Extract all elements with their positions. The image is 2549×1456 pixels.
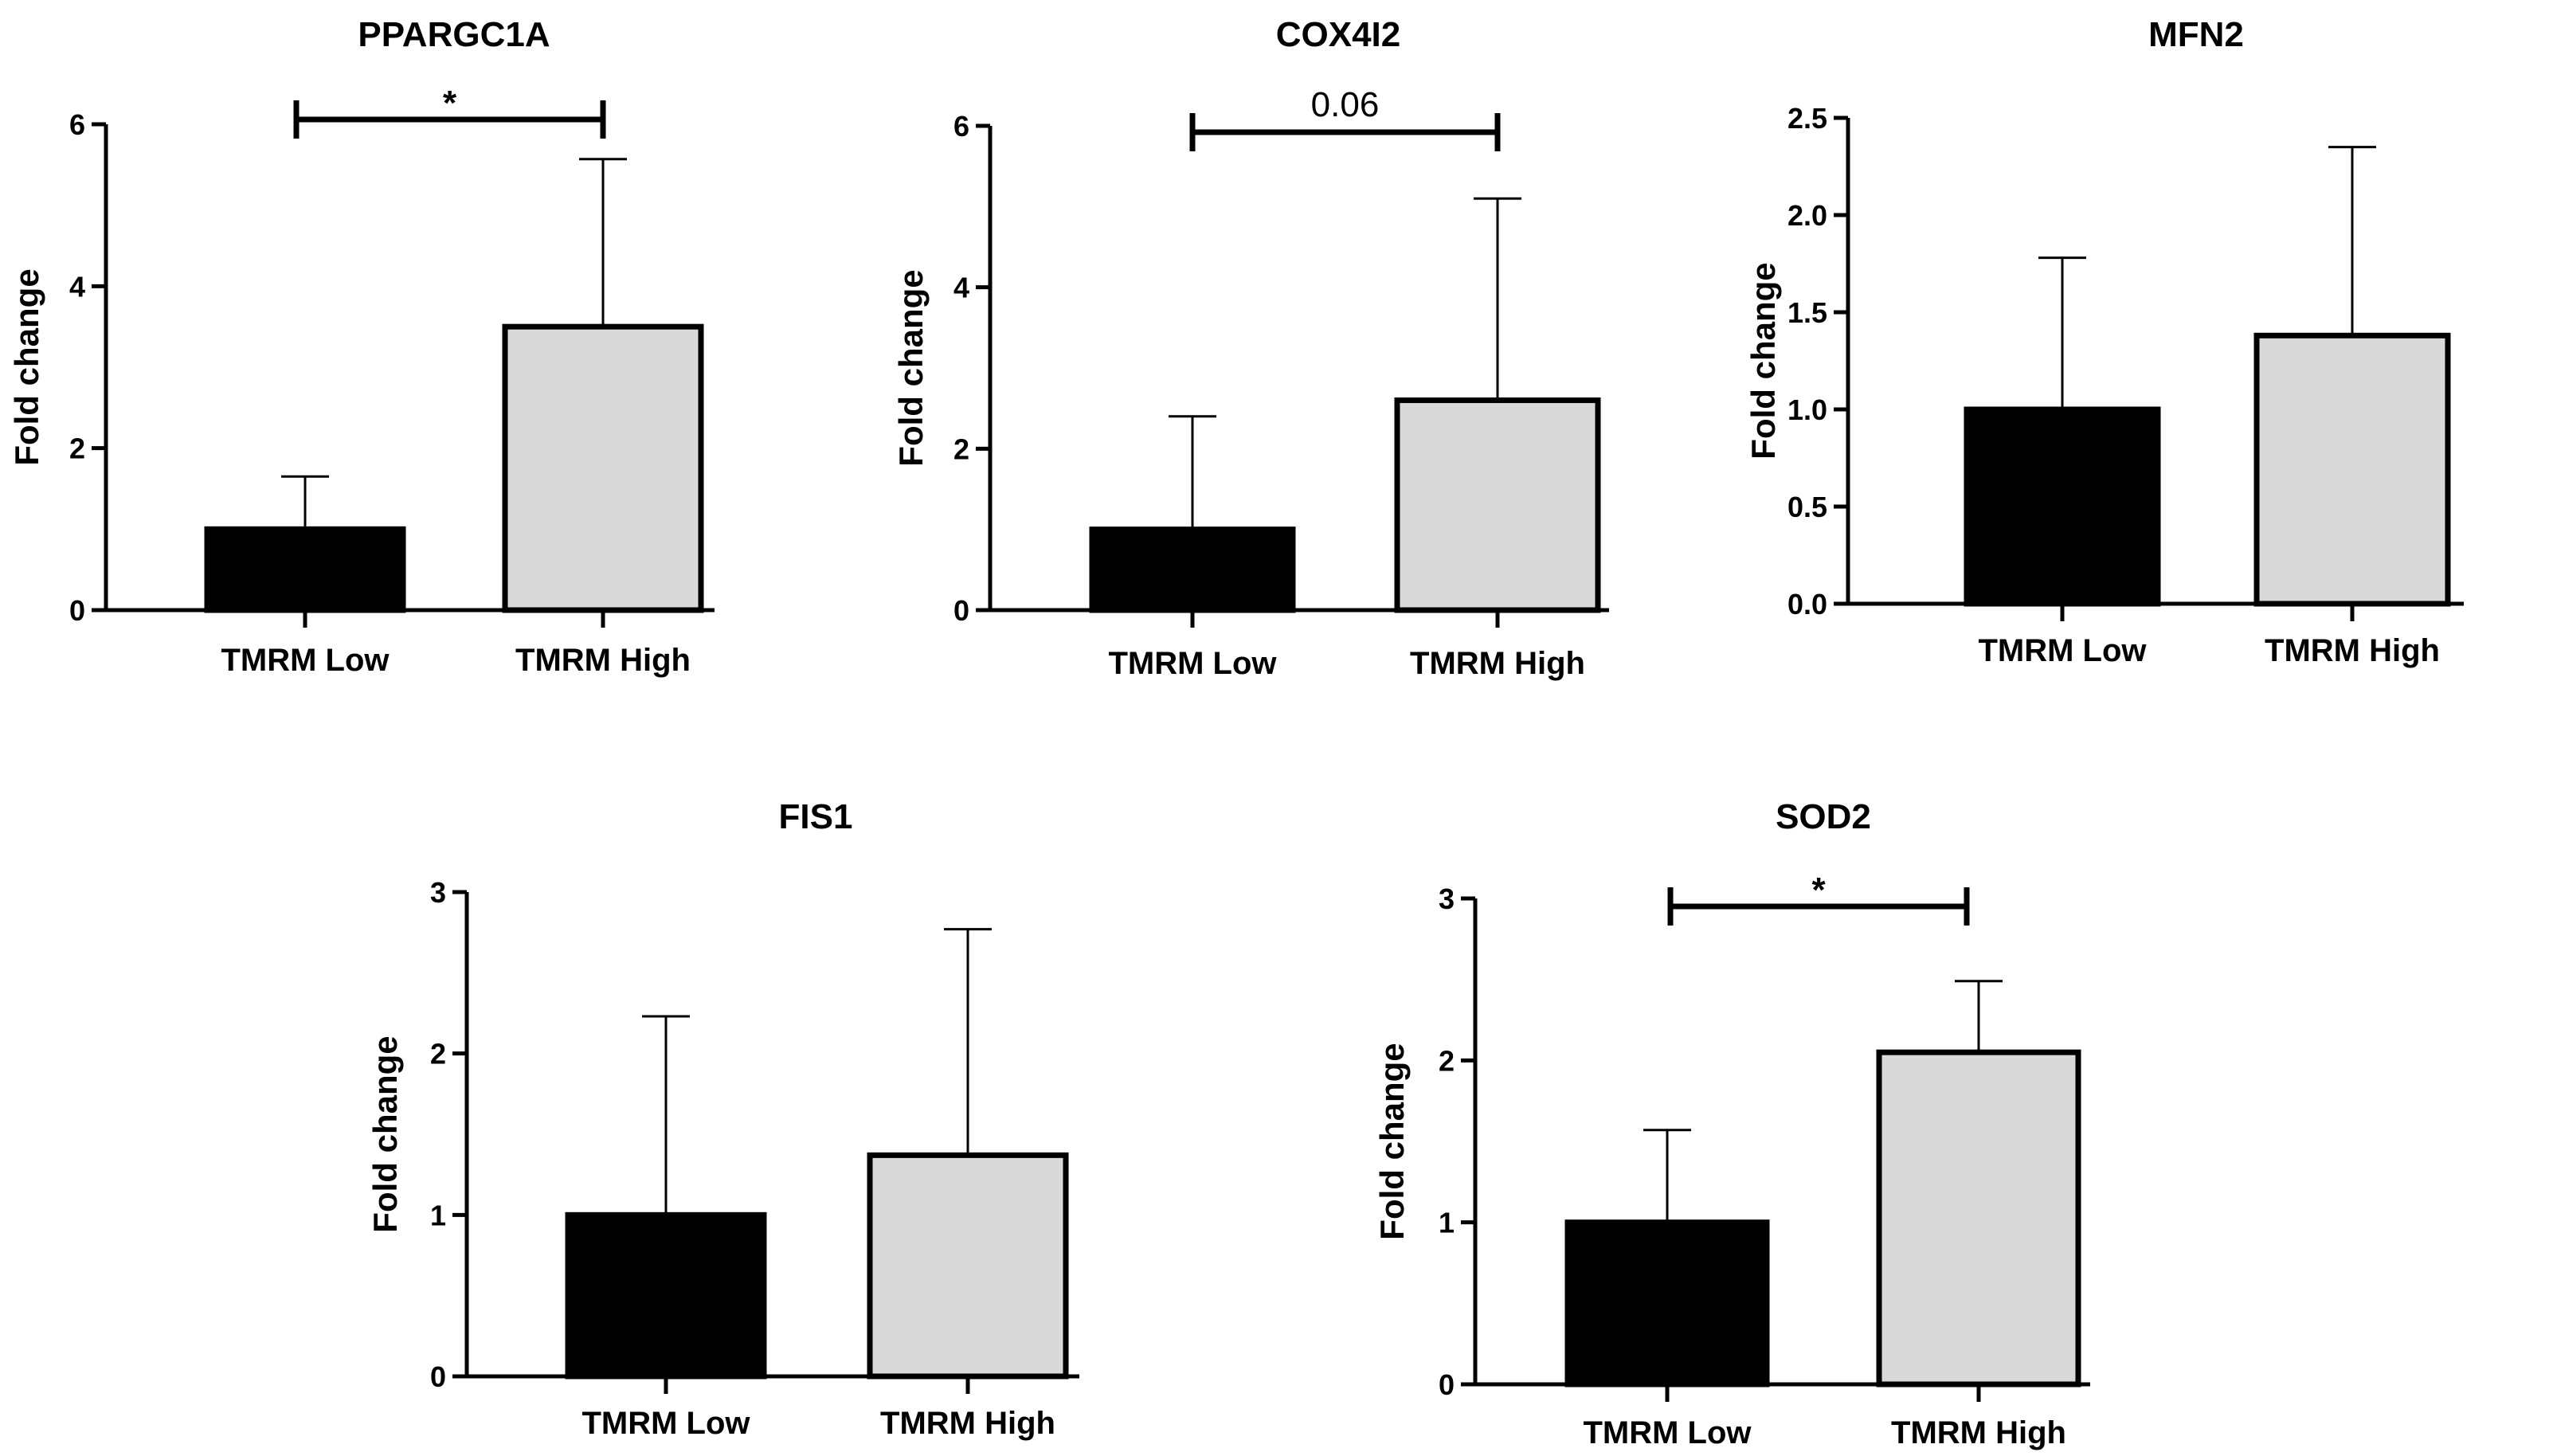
bar-tmrm-high bbox=[1876, 1049, 2081, 1388]
y-tick-label: 2.0 bbox=[1787, 199, 1827, 232]
significance-label: * bbox=[443, 84, 457, 123]
significance-label: * bbox=[1811, 871, 1826, 910]
y-tick-label: 0 bbox=[1439, 1368, 1455, 1401]
bar-tmrm-low bbox=[1564, 1219, 1770, 1388]
y-tick-label: 0 bbox=[953, 594, 969, 627]
x-tick-label: TMRM High bbox=[2265, 633, 2440, 668]
y-tick-label: 2 bbox=[430, 1038, 446, 1070]
y-axis-label: Fold change bbox=[366, 1035, 404, 1232]
y-tick-label: 0.5 bbox=[1787, 491, 1827, 523]
chart-panel-cox4i2: COX4I2 Fold change 0 2 4 6 TMRM Low TMRM High 0.… bbox=[892, 15, 1609, 681]
bar-tmrm-low bbox=[1089, 526, 1296, 613]
bar-tmrm-high bbox=[1394, 397, 1601, 613]
y-tick-label: 2 bbox=[1439, 1044, 1455, 1077]
y-tick-label: 1 bbox=[430, 1199, 446, 1231]
y-tick-label: 1.5 bbox=[1787, 296, 1827, 329]
chart-panel-mfn2: MFN2 Fold change 0.0 0.5 1.0 1.5 2.0 2.5 TMRM Lo… bbox=[1744, 15, 2464, 668]
chart-title: MFN2 bbox=[2148, 15, 2244, 54]
y-tick-label: 6 bbox=[953, 110, 969, 143]
y-tick-label: 4 bbox=[953, 272, 969, 304]
chart-title: COX4I2 bbox=[1276, 15, 1401, 54]
bar-tmrm-low bbox=[565, 1211, 767, 1380]
significance-label: 0.06 bbox=[1311, 85, 1380, 124]
chart-title: FIS1 bbox=[779, 797, 853, 836]
y-tick-label: 3 bbox=[1439, 883, 1455, 915]
bar-tmrm-high bbox=[502, 323, 704, 613]
y-tick-label: 1.0 bbox=[1787, 393, 1827, 426]
bar-tmrm-high bbox=[2253, 332, 2451, 607]
bar-tmrm-high bbox=[867, 1152, 1069, 1380]
x-tick-label: TMRM High bbox=[880, 1406, 1055, 1441]
y-axis-label: Fold change bbox=[8, 268, 45, 465]
y-tick-label: 2 bbox=[69, 432, 85, 465]
chart-panel-ppargc1a: PPARGC1A Fold change 0 2 4 6 TMRM Low TMRM High… bbox=[8, 15, 715, 678]
y-tick-label: 0.0 bbox=[1787, 588, 1827, 620]
x-tick-label: TMRM High bbox=[515, 643, 691, 678]
chart-panel-fis1: FIS1 Fold change 0 1 2 3 TMRM Low TMRM High bbox=[366, 797, 1079, 1441]
y-tick-label: 0 bbox=[69, 594, 85, 627]
chart-title: PPARGC1A bbox=[358, 15, 550, 54]
y-axis-label: Fold change bbox=[1373, 1043, 1411, 1239]
x-tick-label: TMRM High bbox=[1410, 646, 1585, 681]
x-tick-label: TMRM Low bbox=[221, 643, 390, 678]
y-tick-label: 2 bbox=[953, 432, 969, 465]
y-tick-label: 0 bbox=[430, 1360, 446, 1393]
x-tick-label: TMRM Low bbox=[581, 1406, 750, 1441]
x-tick-label: TMRM Low bbox=[1978, 633, 2147, 668]
y-tick-label: 3 bbox=[430, 876, 446, 909]
x-tick-label: TMRM High bbox=[1891, 1415, 2066, 1450]
y-tick-label: 4 bbox=[69, 270, 85, 303]
y-tick-label: 2.5 bbox=[1787, 102, 1827, 135]
chart-panel-sod2: SOD2 Fold change 0 1 2 3 TMRM Low TMRM High * bbox=[1373, 797, 2090, 1450]
x-tick-label: TMRM Low bbox=[1108, 646, 1277, 681]
y-axis-label: Fold change bbox=[892, 269, 930, 466]
y-axis-label: Fold change bbox=[1744, 262, 1782, 459]
chart-title: SOD2 bbox=[1776, 797, 1871, 836]
bar-tmrm-low bbox=[204, 526, 406, 613]
bar-tmrm-low bbox=[1964, 406, 2161, 607]
y-tick-label: 1 bbox=[1439, 1207, 1455, 1239]
x-tick-label: TMRM Low bbox=[1583, 1415, 1752, 1450]
y-tick-label: 6 bbox=[69, 108, 85, 141]
